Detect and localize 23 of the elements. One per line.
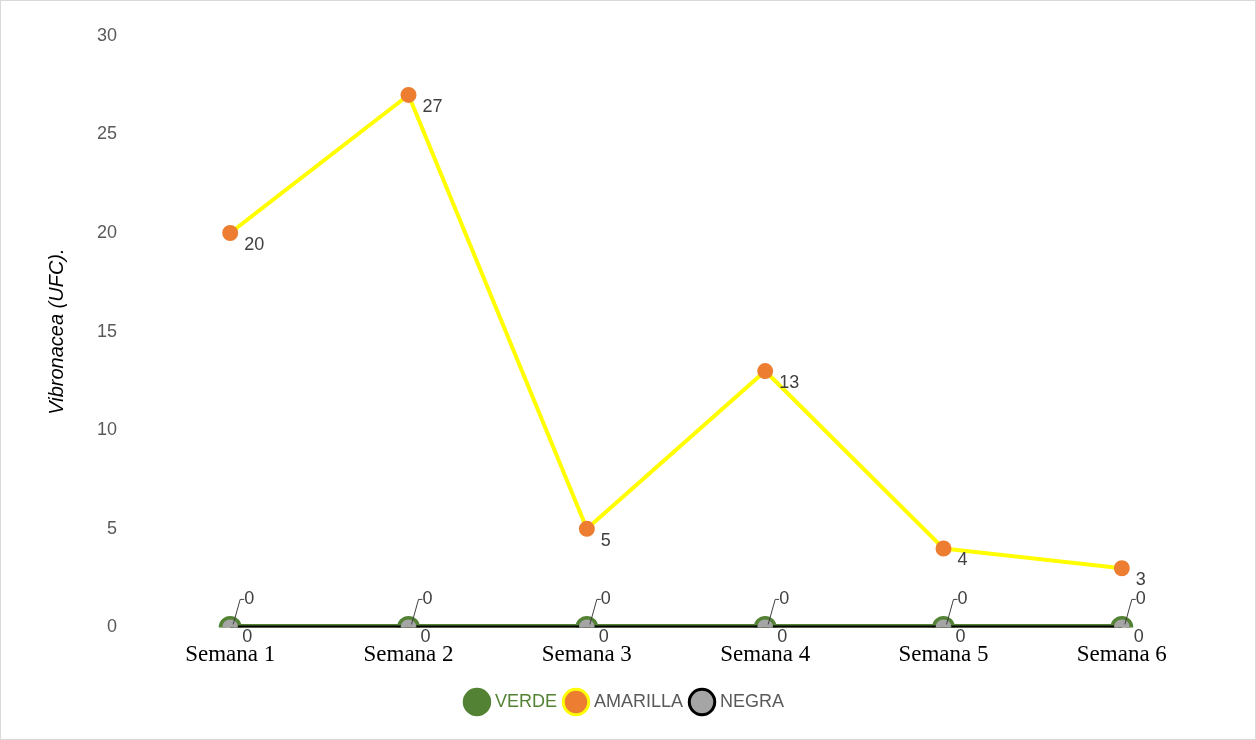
legend-label: VERDE — [494, 690, 557, 711]
data-label: 13 — [779, 372, 800, 393]
data-label: 0 — [600, 588, 611, 609]
y-axis-title: Vibronacea (UFC). — [44, 248, 67, 415]
y-tick-label: 5 — [107, 517, 118, 538]
data-label: 3 — [1135, 569, 1146, 590]
y-tick-label: 15 — [96, 320, 118, 341]
legend-label: AMARILLA — [593, 690, 684, 711]
y-tick-label: 25 — [96, 123, 118, 144]
data-label: 5 — [600, 529, 611, 550]
data-label: 0 — [1135, 588, 1146, 609]
y-tick-label: 10 — [96, 419, 118, 440]
data-label: 0 — [779, 588, 790, 609]
data-label: 27 — [422, 95, 443, 116]
data-label: 0 — [244, 588, 255, 609]
y-tick-label: 30 — [96, 24, 118, 45]
data-label: 4 — [957, 549, 968, 570]
data-label: 0 — [422, 588, 433, 609]
y-tick-label: 0 — [107, 616, 118, 637]
data-label: 0 — [957, 588, 968, 609]
y-tick-label: 20 — [96, 221, 118, 242]
data-label: 20 — [244, 233, 265, 254]
legend-label: NEGRA — [720, 690, 785, 711]
